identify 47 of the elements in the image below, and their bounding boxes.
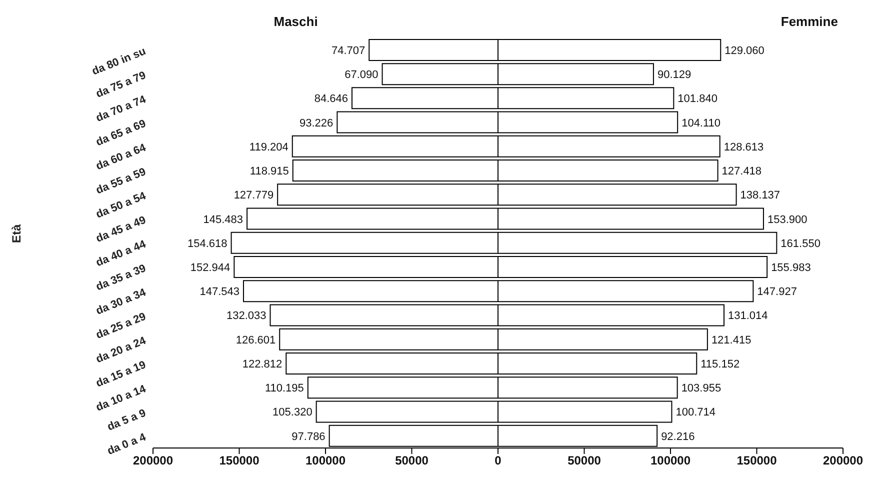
- data-label: 103.955: [681, 382, 722, 395]
- data-label: 84.646: [314, 93, 348, 106]
- data-label: 128.613: [724, 141, 764, 154]
- data-label: 127.779: [234, 190, 274, 202]
- data-label: 131.014: [728, 310, 768, 322]
- data-label: 132.033: [226, 310, 266, 322]
- data-label: 101.840: [678, 93, 718, 106]
- data-label: 152.944: [190, 262, 230, 274]
- data-label: 67.090: [344, 69, 378, 82]
- data-label: 105.320: [272, 406, 312, 419]
- data-label: 122.812: [242, 358, 282, 370]
- data-label: 161.550: [780, 238, 820, 250]
- data-label: 126.601: [236, 334, 276, 346]
- data-label: 90.129: [657, 69, 692, 82]
- data-label: 100.714: [676, 406, 716, 419]
- x-tick-label: 200000: [132, 454, 174, 468]
- data-label: 110.195: [264, 382, 304, 395]
- data-label: 129.060: [724, 44, 764, 57]
- data-label: 93.226: [300, 117, 334, 130]
- x-tick-label: 100000: [305, 454, 346, 468]
- y-axis-title: Età: [9, 224, 24, 243]
- data-label: 104.110: [682, 117, 721, 130]
- chart-title: Maschi: [274, 14, 318, 29]
- data-label: 153.900: [767, 214, 808, 226]
- data-label: 138.137: [740, 190, 780, 202]
- data-label: 115.152: [700, 358, 740, 370]
- x-tick-label: 150000: [219, 454, 260, 468]
- y-tick-label: da 5 a 9: [106, 407, 148, 434]
- chart-title: Femmine: [780, 14, 838, 29]
- data-label: 118.915: [250, 166, 289, 178]
- x-tick-label: 150000: [736, 454, 778, 468]
- x-tick-label: 200000: [822, 454, 864, 468]
- x-tick-label: 50000: [395, 454, 429, 468]
- data-label: 154.618: [188, 238, 228, 250]
- x-tick-label: 100000: [650, 454, 691, 468]
- data-label: 119.204: [249, 141, 288, 154]
- data-label: 121.415: [711, 334, 752, 346]
- data-label: 74.707: [331, 44, 366, 57]
- data-label: 155.983: [771, 262, 811, 274]
- x-tick-label: 0: [494, 454, 502, 468]
- data-label: 92.216: [661, 430, 695, 443]
- data-label: 147.927: [757, 286, 797, 298]
- data-label: 145.483: [203, 214, 244, 226]
- data-label: 127.418: [722, 166, 762, 178]
- data-label: 97.786: [292, 430, 326, 443]
- x-tick-label: 50000: [568, 454, 602, 468]
- data-label: 147.543: [200, 286, 240, 298]
